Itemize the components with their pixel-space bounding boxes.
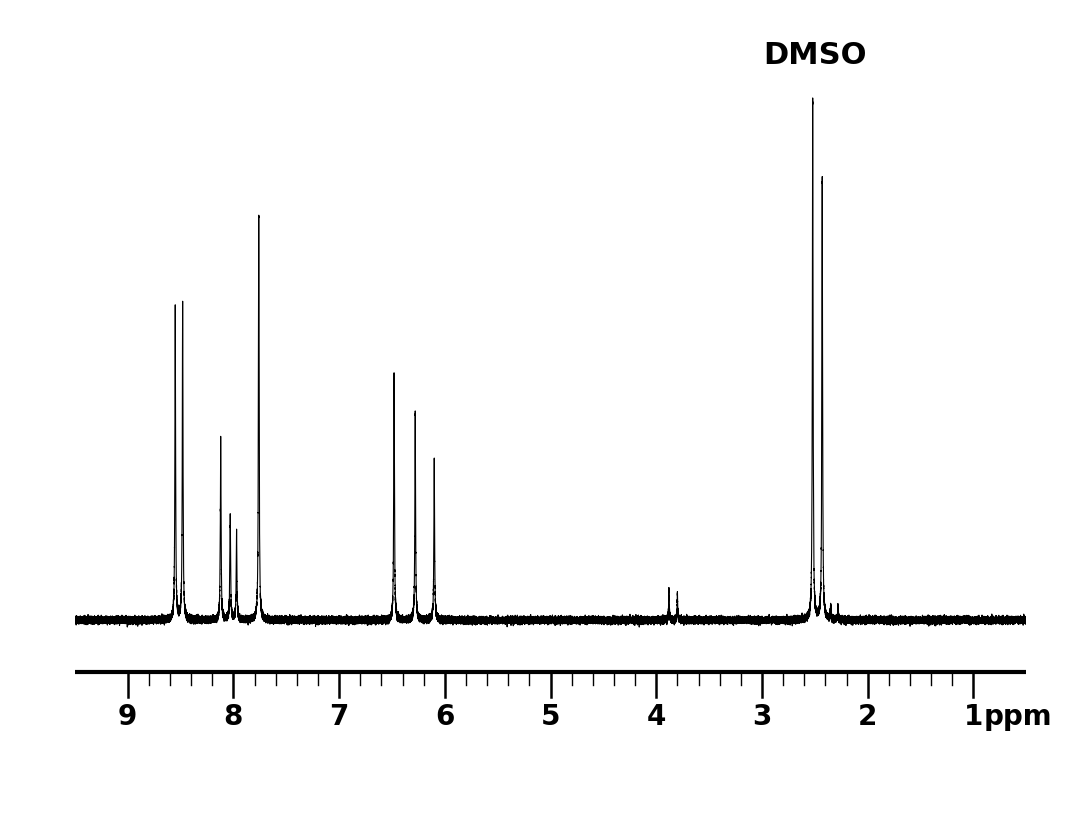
Text: 3: 3 (753, 703, 772, 731)
Text: 5: 5 (541, 703, 560, 731)
Text: 7: 7 (329, 703, 348, 731)
Text: 4: 4 (647, 703, 666, 731)
Text: 1: 1 (964, 703, 983, 731)
Text: 8: 8 (223, 703, 243, 731)
Text: ppm: ppm (983, 703, 1052, 731)
Text: 6: 6 (435, 703, 454, 731)
Text: DMSO: DMSO (763, 41, 867, 69)
Text: 2: 2 (858, 703, 878, 731)
Text: 9: 9 (118, 703, 137, 731)
